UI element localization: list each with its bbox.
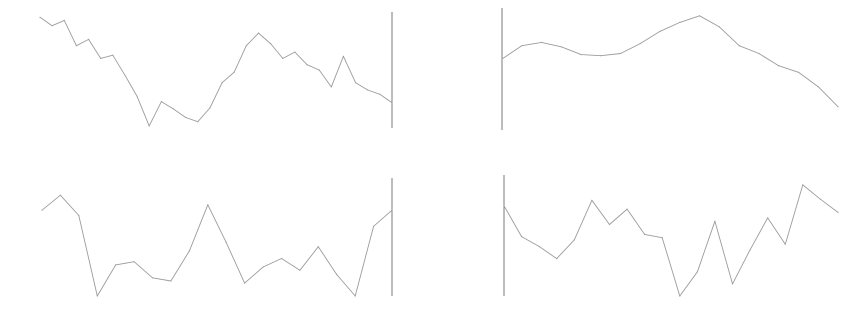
data-point xyxy=(207,204,209,206)
data-point xyxy=(718,26,721,28)
data-point xyxy=(644,233,646,235)
data-point xyxy=(299,269,301,271)
data-point xyxy=(188,250,190,252)
data-point xyxy=(817,86,819,88)
data-point xyxy=(620,52,622,55)
data-point xyxy=(521,45,523,47)
data-point xyxy=(209,107,211,109)
data-point xyxy=(124,74,126,76)
series-line xyxy=(501,15,839,108)
data-point xyxy=(280,257,283,260)
data-point xyxy=(336,273,338,276)
data-point xyxy=(608,223,611,226)
data-point xyxy=(78,214,80,217)
data-point xyxy=(373,225,375,227)
data-point xyxy=(75,45,77,47)
data-point xyxy=(639,42,642,45)
data-point xyxy=(100,57,102,60)
data-point xyxy=(245,45,247,47)
data-point xyxy=(738,45,740,47)
data-point xyxy=(133,261,135,263)
data-point xyxy=(538,245,540,248)
data-point xyxy=(262,266,264,268)
data-point xyxy=(556,258,558,260)
chart-panel-1 xyxy=(39,12,393,128)
data-point xyxy=(112,54,114,56)
data-point xyxy=(391,102,393,104)
data-point xyxy=(626,208,628,210)
chart-panel-4 xyxy=(503,175,839,297)
data-point xyxy=(501,58,503,60)
data-point xyxy=(197,121,199,123)
data-point xyxy=(257,32,260,34)
data-point xyxy=(41,209,43,211)
data-point xyxy=(391,209,393,211)
data-point xyxy=(731,283,734,285)
data-point xyxy=(367,89,369,91)
data-point xyxy=(837,211,839,213)
data-point xyxy=(115,264,117,266)
data-point xyxy=(600,55,602,57)
data-point xyxy=(170,280,172,282)
data-point xyxy=(837,106,839,108)
series-line xyxy=(503,184,839,297)
data-point xyxy=(306,64,308,66)
data-point xyxy=(521,236,523,238)
data-point xyxy=(270,43,272,45)
data-point xyxy=(696,271,699,273)
data-point xyxy=(714,220,716,222)
data-point xyxy=(51,25,53,27)
data-point xyxy=(767,217,769,219)
data-point xyxy=(185,116,187,119)
data-point xyxy=(151,277,154,279)
data-point xyxy=(233,71,235,73)
data-point xyxy=(503,205,505,207)
data-point xyxy=(355,82,357,84)
data-point xyxy=(659,30,661,32)
data-point xyxy=(379,93,381,95)
data-point xyxy=(225,241,227,243)
data-point xyxy=(39,16,41,18)
data-point xyxy=(819,198,822,200)
series-line xyxy=(41,194,393,297)
chart-panel-2 xyxy=(501,8,839,130)
data-point xyxy=(330,86,332,88)
data-point xyxy=(784,243,786,245)
data-point xyxy=(172,108,175,110)
chart-panel-3 xyxy=(41,178,393,297)
data-point xyxy=(88,38,90,41)
data-point xyxy=(591,199,593,201)
data-point xyxy=(342,55,344,57)
data-point xyxy=(221,82,223,84)
data-point xyxy=(282,57,284,60)
data-point xyxy=(318,69,320,71)
data-point xyxy=(778,65,780,67)
data-point xyxy=(317,246,319,248)
data-point xyxy=(661,237,663,239)
data-point xyxy=(136,95,138,97)
data-point xyxy=(244,282,246,284)
data-point xyxy=(63,19,65,21)
data-point xyxy=(160,101,162,103)
data-point xyxy=(294,51,296,53)
data-point xyxy=(560,46,562,48)
data-point xyxy=(749,249,751,251)
data-point xyxy=(96,295,98,297)
data-point xyxy=(679,21,681,23)
data-point xyxy=(758,52,760,55)
data-point xyxy=(679,295,681,297)
data-point xyxy=(540,41,543,44)
series-line xyxy=(39,16,393,127)
data-point xyxy=(797,71,800,73)
data-point xyxy=(802,184,804,186)
data-point xyxy=(354,295,356,297)
data-point xyxy=(699,15,701,17)
data-point xyxy=(59,194,62,196)
data-point xyxy=(148,125,150,127)
data-point xyxy=(573,239,575,241)
data-point xyxy=(580,54,582,56)
